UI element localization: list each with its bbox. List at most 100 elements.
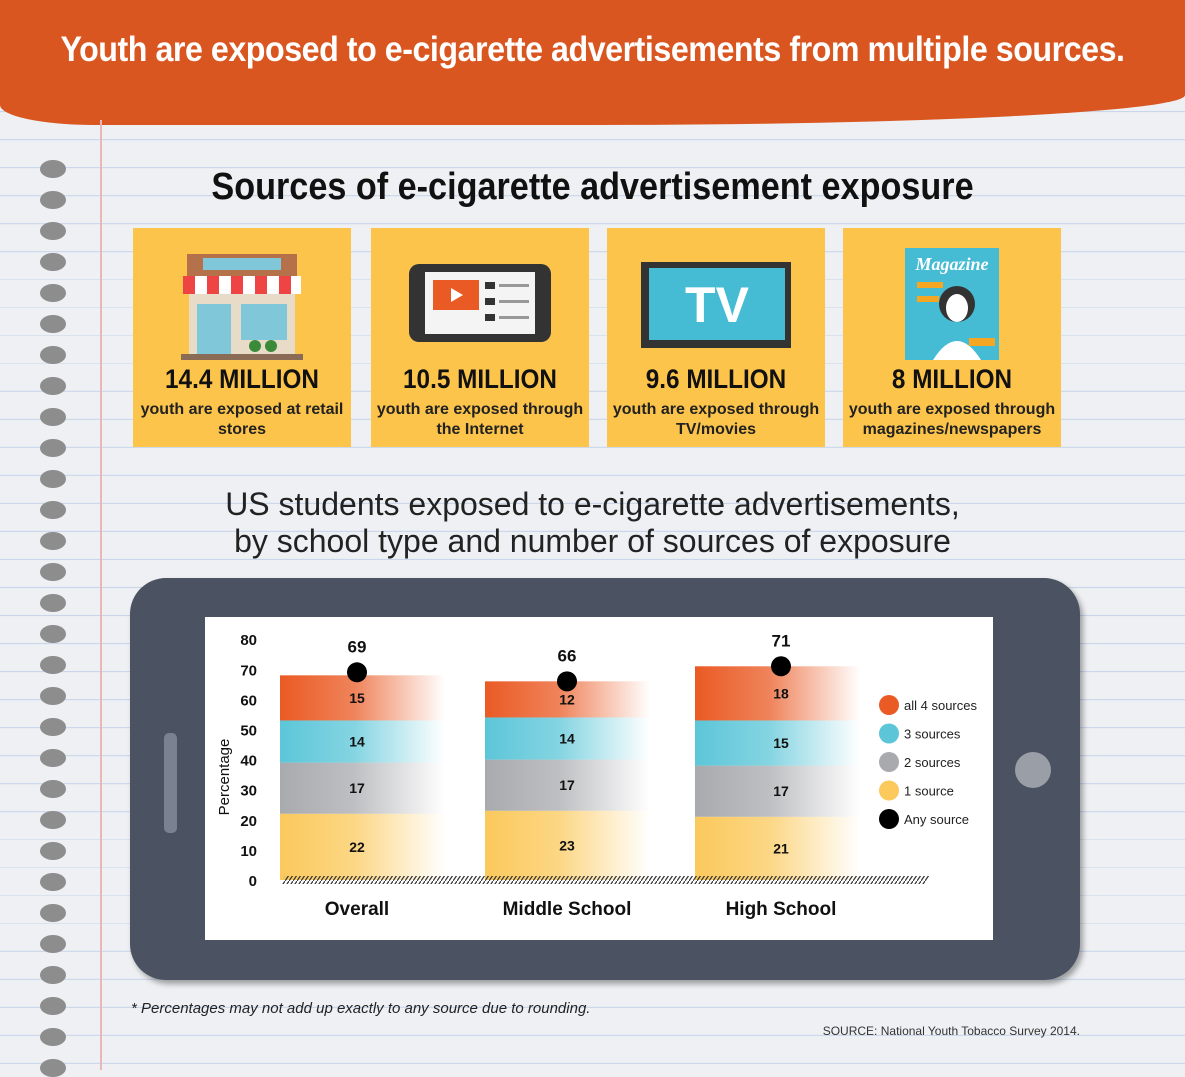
notebook-hole bbox=[40, 780, 66, 798]
data-label: 23 bbox=[559, 837, 575, 853]
notebook-hole bbox=[40, 501, 66, 519]
notebook-hole bbox=[40, 625, 66, 643]
y-tick-label: 50 bbox=[240, 723, 257, 740]
marker-label: 69 bbox=[348, 637, 367, 656]
y-tick-label: 30 bbox=[240, 783, 257, 800]
notebook-hole bbox=[40, 222, 66, 240]
data-label: 21 bbox=[773, 840, 789, 856]
legend-swatch bbox=[879, 752, 899, 772]
bar-segment-all-4-sources bbox=[280, 675, 445, 721]
data-label: 18 bbox=[773, 685, 789, 701]
retail-figure: 14.4 MILLION bbox=[165, 364, 319, 394]
marker-label: 66 bbox=[558, 646, 577, 665]
bar-segment-2-sources bbox=[695, 765, 860, 817]
notebook-hole bbox=[40, 408, 66, 426]
header-banner: Youth are exposed to e-cigarette adverti… bbox=[0, 0, 1185, 125]
notebook-hole bbox=[40, 160, 66, 178]
x-category-label: Middle School bbox=[503, 899, 632, 920]
notebook-holes bbox=[40, 160, 70, 1077]
notebook-hole bbox=[40, 904, 66, 922]
tablet-video-icon bbox=[409, 264, 551, 342]
y-tick-label: 80 bbox=[240, 632, 257, 649]
magazine-figure: 8 MILLION bbox=[891, 364, 1013, 394]
card-internet: 10.5 MILLION youth are exposed through t… bbox=[371, 228, 589, 447]
section-title: Sources of e-cigarette advertisement exp… bbox=[211, 166, 974, 208]
notebook-hole bbox=[40, 749, 66, 767]
notebook-hole bbox=[40, 470, 66, 488]
data-label: 22 bbox=[349, 839, 365, 855]
notebook-hole bbox=[40, 718, 66, 736]
legend-swatch bbox=[879, 723, 899, 744]
notebook-hole bbox=[40, 191, 66, 209]
bar-segment-2-sources bbox=[485, 759, 650, 811]
legend-swatch bbox=[879, 695, 899, 715]
notebook-hole bbox=[40, 687, 66, 705]
x-category-label: Overall bbox=[325, 899, 389, 920]
margin-line bbox=[100, 120, 102, 1070]
any-source-marker bbox=[347, 662, 367, 683]
x-axis-baseline bbox=[280, 876, 930, 884]
data-label: 17 bbox=[773, 783, 789, 799]
notebook-hole bbox=[40, 656, 66, 674]
chart-title-line2: by school type and number of sources of … bbox=[234, 523, 951, 559]
chart-screen: 0 10 20 30 40 50 60 70 80 Percentage 22 17 14 15 69 Ove… bbox=[205, 617, 993, 940]
data-label: 14 bbox=[349, 734, 365, 750]
chart-title: US students exposed to e-cigarette adver… bbox=[0, 486, 1185, 560]
notebook-hole bbox=[40, 935, 66, 953]
any-source-marker bbox=[557, 671, 577, 692]
store-icon bbox=[181, 254, 303, 360]
data-label: 17 bbox=[349, 780, 365, 796]
data-label: 17 bbox=[559, 777, 575, 793]
card-tv: TV 9.6 MILLION youth are exposed through… bbox=[607, 228, 825, 447]
notebook-hole bbox=[40, 966, 66, 984]
footnote: * Percentages may not add up exactly to … bbox=[131, 1000, 591, 1017]
internet-text: youth are exposed through the Internet bbox=[376, 401, 584, 438]
notebook-hole bbox=[40, 1028, 66, 1046]
data-label: 15 bbox=[773, 735, 789, 751]
y-tick-label: 10 bbox=[240, 843, 257, 860]
legend-label: 3 sources bbox=[904, 727, 961, 742]
notebook-hole bbox=[40, 594, 66, 612]
y-tick-label: 20 bbox=[240, 813, 257, 830]
magazine-label: Magazine bbox=[914, 254, 988, 274]
x-category-label: High School bbox=[726, 899, 837, 920]
legend-swatch bbox=[879, 780, 899, 801]
bar-segment-3-sources bbox=[280, 720, 445, 763]
y-tick-label: 70 bbox=[240, 662, 257, 679]
legend-label: 2 sources bbox=[904, 755, 961, 770]
y-tick-label: 40 bbox=[240, 753, 257, 770]
notebook-hole bbox=[40, 346, 66, 364]
notebook-hole bbox=[40, 532, 66, 550]
notebook-hole bbox=[40, 1059, 66, 1077]
data-label: 14 bbox=[559, 731, 575, 747]
retail-text: youth are exposed at retail stores bbox=[140, 401, 344, 438]
tv-text: youth are exposed through TV/movies bbox=[612, 401, 820, 438]
bar-segment-3-sources bbox=[485, 717, 650, 760]
page-title: Youth are exposed to e-cigarette adverti… bbox=[60, 30, 1125, 69]
notebook-hole bbox=[40, 253, 66, 271]
bar-segment-1-source bbox=[280, 813, 445, 880]
magazine-text: youth are exposed through magazines/news… bbox=[848, 401, 1056, 438]
chart-title-line1: US students exposed to e-cigarette adver… bbox=[225, 486, 960, 522]
data-label: 12 bbox=[559, 691, 575, 707]
notebook-hole bbox=[40, 873, 66, 891]
bar-segment-2-sources bbox=[280, 762, 445, 814]
phone-side-button bbox=[164, 733, 177, 833]
notebook-hole bbox=[40, 997, 66, 1015]
notebook-hole bbox=[40, 563, 66, 581]
internet-figure: 10.5 MILLION bbox=[403, 364, 557, 394]
phone-home-button bbox=[1015, 752, 1051, 788]
tv-label: TV bbox=[685, 277, 750, 333]
legend-label: Any source bbox=[904, 812, 969, 827]
notebook-hole bbox=[40, 284, 66, 302]
source-note: SOURCE: National Youth Tobacco Survey 20… bbox=[822, 1024, 1080, 1038]
stacked-bar-chart: 0 10 20 30 40 50 60 70 80 Percentage 22 17 14 15 69 Ove… bbox=[216, 631, 977, 920]
notebook-hole bbox=[40, 315, 66, 333]
notebook-hole bbox=[40, 439, 66, 457]
legend-label: all 4 sources bbox=[904, 698, 977, 713]
data-label: 15 bbox=[349, 690, 365, 706]
legend-label: 1 source bbox=[904, 784, 954, 799]
y-tick-label: 60 bbox=[240, 692, 257, 709]
marker-label: 71 bbox=[772, 631, 791, 650]
y-axis-label: Percentage bbox=[216, 739, 233, 816]
